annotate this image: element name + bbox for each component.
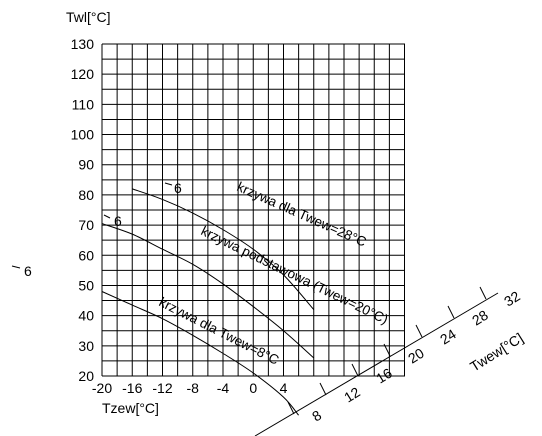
x-tick-label: 4: [280, 380, 288, 396]
twew-tick: [319, 382, 327, 396]
curves: [101, 188, 315, 416]
twew-tick-label: 32: [501, 288, 523, 310]
curve-0: [132, 188, 315, 310]
start-label-28: 6: [174, 180, 182, 196]
x-tick-label: 0: [249, 380, 257, 396]
twew-tick-label: 24: [437, 326, 459, 348]
y-tick-label: 70: [78, 217, 94, 233]
x-axis-ticks: -20 -16 -12 -8 -4 0 4: [92, 380, 288, 396]
y-tick-label: 60: [78, 247, 94, 263]
x-tick-label: -20: [92, 380, 112, 396]
y-tick-label: 130: [71, 36, 95, 52]
grid: [101, 43, 405, 377]
curve-2: [101, 291, 300, 416]
y-tick-label: 100: [71, 127, 95, 143]
y-tick-label: 90: [78, 157, 94, 173]
x-tick-label: -16: [122, 380, 142, 396]
y-tick-label: 110: [72, 96, 95, 112]
start-tick-20: [103, 214, 111, 219]
twew-axis-line: [254, 292, 499, 436]
twew-tick: [415, 324, 423, 338]
x-tick-label: -12: [152, 380, 172, 396]
start-tick-8: [11, 265, 21, 269]
twew-tick-label: 20: [405, 345, 427, 367]
start-tick-28: [164, 182, 173, 186]
twew-tick-label: 12: [341, 384, 363, 406]
start-label-8: 6: [24, 263, 32, 279]
twew-tick: [287, 401, 295, 415]
y-tick-label: 30: [78, 338, 94, 354]
twew-tick: [447, 305, 455, 319]
twew-tick: [351, 363, 359, 377]
y-tick-label: 120: [71, 66, 95, 82]
twew-tick-label: 8: [309, 407, 324, 425]
twew-tick: [479, 286, 487, 300]
x-axis-label: Tzew[°C]: [102, 400, 159, 416]
twew-tick-label: 16: [373, 365, 395, 387]
y-tick-label: 40: [78, 308, 94, 324]
x-tick-label: -4: [217, 380, 230, 396]
curve-label-28: krzywa dla Twew=28°C: [235, 179, 369, 250]
start-label-20: 6: [114, 213, 122, 229]
y-axis-ticks: 130 120 110 100 90 80 70 60 50 40 30 20: [71, 36, 95, 384]
twew-tick-label: 28: [469, 307, 491, 329]
curve-1: [101, 223, 315, 359]
twew-axis: 8 12 16 20 24 28 32: [254, 286, 523, 436]
y-tick-label: 20: [78, 368, 94, 384]
y-axis-label: Twl[°C]: [66, 9, 111, 25]
twew-axis-label: Twew[°C]: [467, 330, 526, 375]
y-tick-label: 50: [78, 277, 94, 293]
x-tick-label: -8: [187, 380, 200, 396]
y-tick-label: 80: [78, 187, 94, 203]
twew-tick: [383, 343, 391, 357]
